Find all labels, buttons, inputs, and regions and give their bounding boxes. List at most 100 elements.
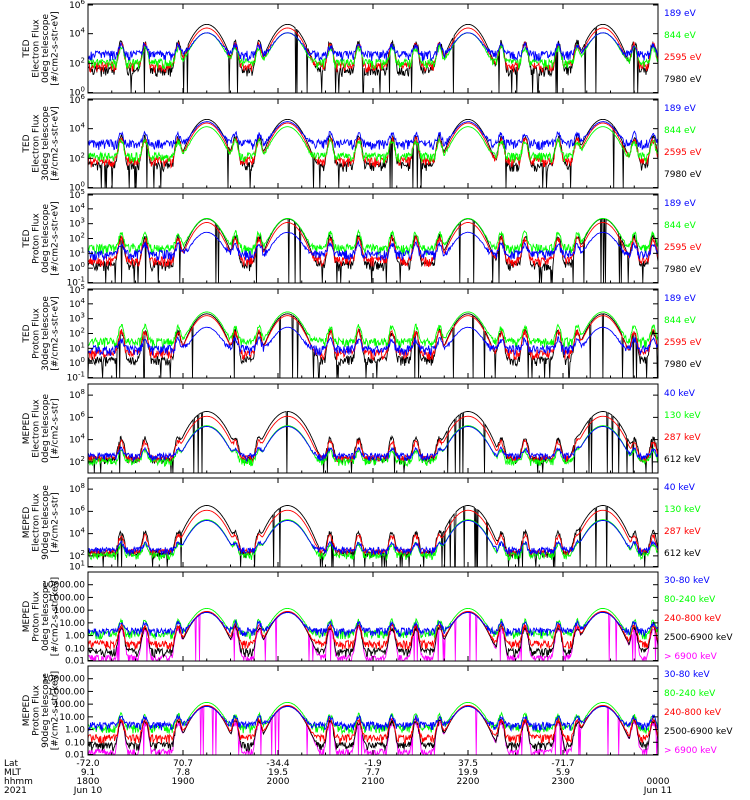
tick-hhmm: 1800 (77, 777, 100, 787)
tick-lat: -72.0 (76, 759, 100, 769)
y-label-line: MEPED (22, 507, 32, 539)
legend: 30-80 keV 80-240 keV 240-800 keV 2500-6900 … (664, 576, 733, 662)
legend-item: 2500-6900 keV (664, 727, 733, 737)
tick-lat: -71.7 (551, 759, 574, 769)
y-tick-base: 10 (69, 391, 81, 401)
y-tick-label: 102 (69, 151, 85, 164)
y-tick-exponent: 6 (81, 93, 86, 101)
y-tick-label: 101 (69, 246, 85, 259)
y-axis-label: MEPEDElectron Flux0deg telescope[#/cm2-s… (22, 394, 61, 464)
time-axis-row-label: MLT (4, 768, 22, 778)
y-axis-label: TEDElectron Flux0deg telescope[#/cm2-s-s… (22, 11, 61, 86)
y-tick-label: 0.10 (65, 644, 85, 654)
series-trace-3 (88, 311, 658, 349)
legend-item: 7980 eV (664, 360, 702, 370)
series-trace-1 (88, 705, 658, 755)
y-tick-label: 104 (69, 297, 85, 310)
legend-item: 287 keV (664, 433, 701, 443)
legend-item: 2595 eV (664, 243, 702, 253)
y-tick-label: 100 (69, 261, 85, 274)
y-tick-label: 0.01 (65, 657, 85, 667)
y-tick-exponent: 8 (81, 388, 85, 396)
y-tick-label: 105 (69, 188, 85, 201)
y-tick-exponent: 1 (81, 246, 85, 254)
legend-item: 40 keV (664, 483, 696, 493)
y-tick-exponent: 6 (81, 410, 86, 418)
y-tick-label: 103 (69, 312, 85, 325)
y-tick-label: 106 (69, 0, 85, 11)
y-tick-base: 10 (69, 300, 81, 310)
legend-item: 189 eV (664, 199, 697, 209)
y-tick-label: 105 (69, 283, 85, 296)
y-tick-base: 10 (69, 191, 81, 201)
y-tick-label: 108 (69, 388, 85, 401)
tick-hhmm: 2000 (267, 777, 290, 787)
legend-item: 30-80 keV (664, 576, 710, 586)
y-tick-base: 10 (69, 125, 81, 135)
y-label-line: [#/cm2-s-str-eV] (50, 201, 60, 276)
y-tick-base: 10 (69, 330, 81, 340)
y-label-line: [#/cm2-s-str-keV] (50, 671, 60, 750)
series-trace-3 (88, 610, 658, 651)
y-tick-label: 102 (69, 232, 85, 245)
plot-area (88, 118, 658, 188)
y-label-line: Electron Flux (31, 399, 41, 458)
y-tick-base: 10 (69, 264, 81, 274)
y-axis-label: TEDProton Flux0deg telescope[#/cm2-s-str… (22, 201, 61, 276)
y-tick-exponent: 1 (81, 560, 85, 568)
y-tick-exponent: 4 (81, 27, 86, 35)
legend: 189 eV 844 eV 2595 eV 7980 eV (664, 9, 702, 85)
panel-8: 0.010.101.0010.00100.001000.0010000.00ME… (22, 665, 733, 761)
y-tick-label: 104 (69, 433, 85, 446)
y-tick-label: 10000.00 (42, 581, 85, 591)
legend-item: 844 eV (664, 316, 697, 326)
y-axis-label: MEPEDProton Flux90deg telescope[#/cm2-s-… (22, 671, 61, 750)
legend-item: 7980 eV (664, 170, 702, 180)
y-tick-label: 100.00 (54, 700, 86, 710)
series-trace-2 (88, 705, 658, 753)
tick-lat: 37.5 (458, 759, 478, 769)
legend-item: 7980 eV (664, 265, 702, 275)
y-tick-label: 104 (69, 527, 85, 540)
y-tick-base: 10 (69, 220, 81, 230)
series-trace-1 (88, 611, 658, 661)
panel-frame (87, 3, 659, 94)
y-label-line: Electron Flux (31, 114, 41, 173)
y-tick-base: 10 (69, 89, 81, 99)
y-tick-label: 102 (69, 56, 85, 69)
y-label-line: 0deg telescope (41, 204, 51, 274)
y-tick-label: 104 (69, 27, 85, 40)
y-tick-label: 10-1 (67, 371, 85, 384)
legend-item: 612 keV (664, 455, 701, 465)
y-tick-label: 1000.00 (48, 687, 85, 697)
legend-item: 240-800 keV (664, 708, 722, 718)
tick-date: Jun 11 (643, 786, 672, 796)
y-tick-label: 0.01 (65, 751, 85, 761)
y-tick-label: 106 (69, 410, 85, 423)
panel-frame (87, 288, 659, 379)
y-label-line: 90deg telescope (41, 673, 51, 748)
y-tick-base: 10 (69, 286, 81, 296)
y-tick-base: 10 (69, 563, 81, 573)
legend-item: 80-240 keV (664, 595, 716, 605)
legend-item: 287 keV (664, 527, 701, 537)
series-trace-3 (88, 519, 658, 562)
y-tick-base: 10 (69, 154, 81, 164)
y-label-line: [#/cm2-s-str-keV] (50, 577, 60, 656)
y-tick-exponent: 2 (81, 455, 85, 463)
series-trace-5 (88, 611, 658, 639)
series-trace-1 (88, 505, 658, 567)
y-tick-base: 10 (69, 344, 81, 354)
y-tick-exponent: 1 (81, 341, 85, 349)
tick-date: Jun 10 (73, 786, 103, 796)
y-tick-exponent: 6 (81, 504, 86, 512)
legend-item: 2595 eV (664, 338, 702, 348)
y-axis-label: MEPEDElectron Flux90deg telescope[#/cm2-… (22, 485, 61, 560)
y-tick-exponent: 2 (81, 232, 85, 240)
y-tick-base: 10 (69, 30, 81, 40)
series-trace-2 (88, 122, 658, 169)
